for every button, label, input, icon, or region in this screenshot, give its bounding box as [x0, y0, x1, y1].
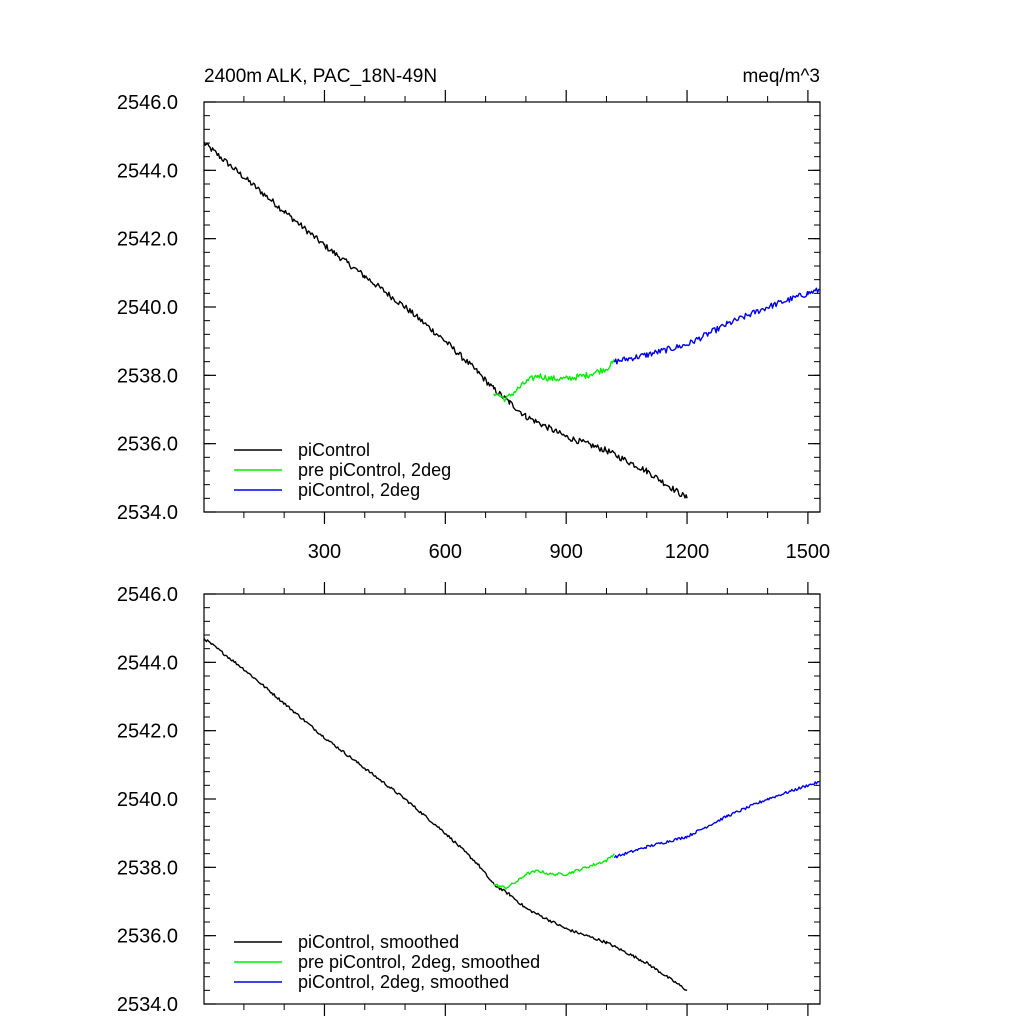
- x-tick-label: 1500: [786, 541, 831, 563]
- y-tick-label: 2546.0: [117, 584, 178, 606]
- series-group: [203, 141, 821, 499]
- series-line: [203, 141, 688, 499]
- legend-label: pre piControl, 2deg: [298, 460, 451, 480]
- axis-ticks: 2534.0 2536.0 2538.0 2540.0 2542.0 2544.0 2546…: [117, 582, 820, 1016]
- x-tick-label: 300: [308, 541, 341, 563]
- y-tick-label: 2546.0: [117, 92, 178, 114]
- series-line: [493, 853, 615, 890]
- axis-ticks: 2534.0 2536.0 2538.0 2540.0 2542.0 2544.0 2546…: [117, 90, 830, 563]
- x-tick-label: 600: [429, 541, 462, 563]
- legend-label: piControl, smoothed: [298, 932, 459, 952]
- y-tick-label: 2544.0: [117, 160, 178, 182]
- x-tick-label: 900: [549, 541, 582, 563]
- series-line: [613, 781, 821, 859]
- legend-label: piControl, 2deg, smoothed: [298, 972, 509, 992]
- y-tick-label: 2540.0: [117, 297, 178, 319]
- y-tick-label: 2534.0: [117, 994, 178, 1016]
- y-tick-label: 2538.0: [117, 857, 178, 879]
- legend-label: piControl: [298, 440, 370, 460]
- y-tick-label: 2544.0: [117, 652, 178, 674]
- series-group: [203, 638, 821, 991]
- top-panel: 2400m ALK, PAC_18N-49N meq/m^3 2534.0253…: [117, 66, 830, 563]
- series-line: [493, 359, 616, 403]
- plot-frame: [203, 101, 821, 513]
- series-line: [613, 287, 821, 365]
- chart-title: 2400m ALK, PAC_18N-49N: [204, 66, 437, 87]
- legend-label: pre piControl, 2deg, smoothed: [298, 952, 540, 972]
- x-tick-label: 1200: [665, 541, 710, 563]
- units-label: meq/m^3: [742, 66, 820, 87]
- y-tick-label: 2534.0: [117, 502, 178, 524]
- y-tick-label: 2536.0: [117, 926, 178, 948]
- y-tick-label: 2542.0: [117, 229, 178, 251]
- y-tick-label: 2540.0: [117, 789, 178, 811]
- y-tick-label: 2538.0: [117, 365, 178, 387]
- bottom-panel: 2534.0 2536.0 2538.0 2540.0 2542.0 2544.0 2546…: [117, 582, 821, 1016]
- y-tick-label: 2542.0: [117, 721, 178, 743]
- legend-label: piControl, 2deg: [298, 480, 420, 500]
- series-line: [203, 638, 688, 991]
- plot-frame: [203, 593, 821, 1005]
- y-tick-label: 2536.0: [117, 434, 178, 456]
